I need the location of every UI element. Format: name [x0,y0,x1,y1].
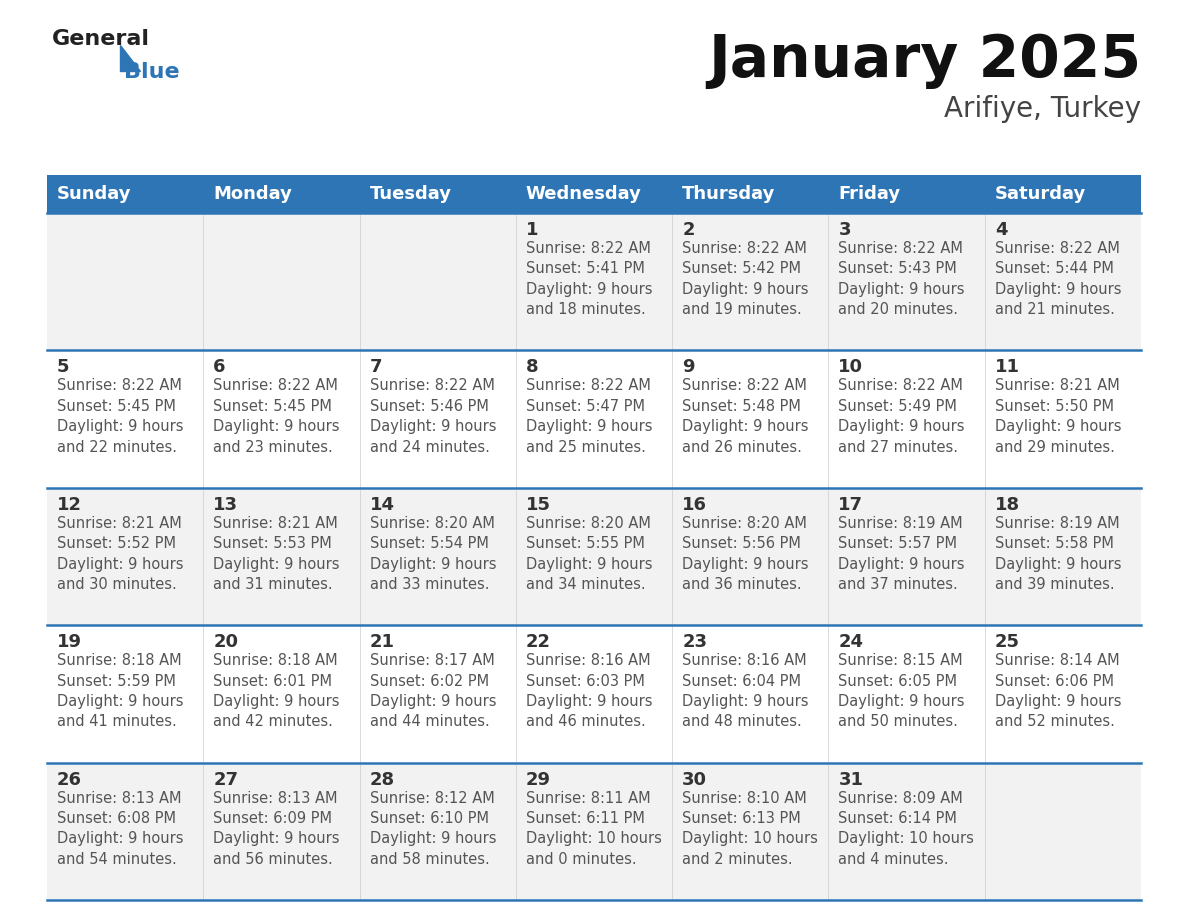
Text: 11: 11 [994,358,1019,376]
Text: Monday: Monday [214,185,292,203]
Text: Sunrise: 8:22 AM
Sunset: 5:45 PM
Daylight: 9 hours
and 23 minutes.: Sunrise: 8:22 AM Sunset: 5:45 PM Dayligh… [214,378,340,454]
Text: 6: 6 [214,358,226,376]
Text: 5: 5 [57,358,70,376]
Text: 12: 12 [57,496,82,514]
Text: Sunrise: 8:22 AM
Sunset: 5:46 PM
Daylight: 9 hours
and 24 minutes.: Sunrise: 8:22 AM Sunset: 5:46 PM Dayligh… [369,378,497,454]
Bar [48,487,1140,625]
Text: 10: 10 [839,358,864,376]
Text: 21: 21 [369,633,394,651]
Bar [48,175,1140,213]
Text: Sunrise: 8:18 AM
Sunset: 5:59 PM
Daylight: 9 hours
and 41 minutes.: Sunrise: 8:18 AM Sunset: 5:59 PM Dayligh… [57,654,183,730]
Text: 18: 18 [994,496,1019,514]
Text: Sunrise: 8:12 AM
Sunset: 6:10 PM
Daylight: 9 hours
and 58 minutes.: Sunrise: 8:12 AM Sunset: 6:10 PM Dayligh… [369,790,497,867]
Text: 28: 28 [369,770,394,789]
Text: Sunday: Sunday [57,185,132,203]
Text: Tuesday: Tuesday [369,185,451,203]
Text: Sunrise: 8:22 AM
Sunset: 5:48 PM
Daylight: 9 hours
and 26 minutes.: Sunrise: 8:22 AM Sunset: 5:48 PM Dayligh… [682,378,809,454]
Text: 8: 8 [526,358,538,376]
Text: 17: 17 [839,496,864,514]
Text: January 2025: January 2025 [708,32,1140,89]
Text: 16: 16 [682,496,707,514]
Text: Sunrise: 8:09 AM
Sunset: 6:14 PM
Daylight: 10 hours
and 4 minutes.: Sunrise: 8:09 AM Sunset: 6:14 PM Dayligh… [839,790,974,867]
Text: Thursday: Thursday [682,185,776,203]
Text: 30: 30 [682,770,707,789]
Text: 20: 20 [214,633,239,651]
Text: Wednesday: Wednesday [526,185,642,203]
Polygon shape [120,45,140,71]
Text: Sunrise: 8:13 AM
Sunset: 6:09 PM
Daylight: 9 hours
and 56 minutes.: Sunrise: 8:13 AM Sunset: 6:09 PM Dayligh… [214,790,340,867]
Bar [48,763,1140,900]
Text: 31: 31 [839,770,864,789]
Text: General: General [52,29,150,49]
Text: Sunrise: 8:18 AM
Sunset: 6:01 PM
Daylight: 9 hours
and 42 minutes.: Sunrise: 8:18 AM Sunset: 6:01 PM Dayligh… [214,654,340,730]
Text: 7: 7 [369,358,383,376]
Text: Sunrise: 8:15 AM
Sunset: 6:05 PM
Daylight: 9 hours
and 50 minutes.: Sunrise: 8:15 AM Sunset: 6:05 PM Dayligh… [839,654,965,730]
Text: Sunrise: 8:20 AM
Sunset: 5:56 PM
Daylight: 9 hours
and 36 minutes.: Sunrise: 8:20 AM Sunset: 5:56 PM Dayligh… [682,516,809,592]
Text: Sunrise: 8:19 AM
Sunset: 5:58 PM
Daylight: 9 hours
and 39 minutes.: Sunrise: 8:19 AM Sunset: 5:58 PM Dayligh… [994,516,1121,592]
Text: Blue: Blue [124,62,179,82]
Text: Arifiye, Turkey: Arifiye, Turkey [944,95,1140,123]
Text: Sunrise: 8:21 AM
Sunset: 5:53 PM
Daylight: 9 hours
and 31 minutes.: Sunrise: 8:21 AM Sunset: 5:53 PM Dayligh… [214,516,340,592]
Text: Friday: Friday [839,185,901,203]
Text: 3: 3 [839,221,851,239]
Text: Sunrise: 8:10 AM
Sunset: 6:13 PM
Daylight: 10 hours
and 2 minutes.: Sunrise: 8:10 AM Sunset: 6:13 PM Dayligh… [682,790,819,867]
Text: Sunrise: 8:22 AM
Sunset: 5:47 PM
Daylight: 9 hours
and 25 minutes.: Sunrise: 8:22 AM Sunset: 5:47 PM Dayligh… [526,378,652,454]
Text: Sunrise: 8:21 AM
Sunset: 5:50 PM
Daylight: 9 hours
and 29 minutes.: Sunrise: 8:21 AM Sunset: 5:50 PM Dayligh… [994,378,1121,454]
Text: Sunrise: 8:22 AM
Sunset: 5:44 PM
Daylight: 9 hours
and 21 minutes.: Sunrise: 8:22 AM Sunset: 5:44 PM Dayligh… [994,241,1121,318]
Text: 25: 25 [994,633,1019,651]
Text: Sunrise: 8:17 AM
Sunset: 6:02 PM
Daylight: 9 hours
and 44 minutes.: Sunrise: 8:17 AM Sunset: 6:02 PM Dayligh… [369,654,497,730]
Text: Sunrise: 8:16 AM
Sunset: 6:04 PM
Daylight: 9 hours
and 48 minutes.: Sunrise: 8:16 AM Sunset: 6:04 PM Dayligh… [682,654,809,730]
Text: Sunrise: 8:22 AM
Sunset: 5:49 PM
Daylight: 9 hours
and 27 minutes.: Sunrise: 8:22 AM Sunset: 5:49 PM Dayligh… [839,378,965,454]
Text: 15: 15 [526,496,551,514]
Text: 14: 14 [369,496,394,514]
Bar [48,351,1140,487]
Text: 19: 19 [57,633,82,651]
Bar [48,625,1140,763]
Text: Sunrise: 8:20 AM
Sunset: 5:54 PM
Daylight: 9 hours
and 33 minutes.: Sunrise: 8:20 AM Sunset: 5:54 PM Dayligh… [369,516,497,592]
Text: Sunrise: 8:21 AM
Sunset: 5:52 PM
Daylight: 9 hours
and 30 minutes.: Sunrise: 8:21 AM Sunset: 5:52 PM Dayligh… [57,516,183,592]
Text: Sunrise: 8:22 AM
Sunset: 5:41 PM
Daylight: 9 hours
and 18 minutes.: Sunrise: 8:22 AM Sunset: 5:41 PM Dayligh… [526,241,652,318]
Text: Sunrise: 8:19 AM
Sunset: 5:57 PM
Daylight: 9 hours
and 37 minutes.: Sunrise: 8:19 AM Sunset: 5:57 PM Dayligh… [839,516,965,592]
Text: 26: 26 [57,770,82,789]
Text: Sunrise: 8:22 AM
Sunset: 5:45 PM
Daylight: 9 hours
and 22 minutes.: Sunrise: 8:22 AM Sunset: 5:45 PM Dayligh… [57,378,183,454]
Text: 13: 13 [214,496,239,514]
Text: 22: 22 [526,633,551,651]
Bar [48,213,1140,351]
Text: Sunrise: 8:22 AM
Sunset: 5:42 PM
Daylight: 9 hours
and 19 minutes.: Sunrise: 8:22 AM Sunset: 5:42 PM Dayligh… [682,241,809,318]
Text: Sunrise: 8:22 AM
Sunset: 5:43 PM
Daylight: 9 hours
and 20 minutes.: Sunrise: 8:22 AM Sunset: 5:43 PM Dayligh… [839,241,965,318]
Text: 1: 1 [526,221,538,239]
Text: 27: 27 [214,770,239,789]
Text: Sunrise: 8:16 AM
Sunset: 6:03 PM
Daylight: 9 hours
and 46 minutes.: Sunrise: 8:16 AM Sunset: 6:03 PM Dayligh… [526,654,652,730]
Text: 24: 24 [839,633,864,651]
Text: 23: 23 [682,633,707,651]
Text: 2: 2 [682,221,695,239]
Text: Sunrise: 8:13 AM
Sunset: 6:08 PM
Daylight: 9 hours
and 54 minutes.: Sunrise: 8:13 AM Sunset: 6:08 PM Dayligh… [57,790,183,867]
Text: 9: 9 [682,358,695,376]
Text: Sunrise: 8:11 AM
Sunset: 6:11 PM
Daylight: 10 hours
and 0 minutes.: Sunrise: 8:11 AM Sunset: 6:11 PM Dayligh… [526,790,662,867]
Text: Sunrise: 8:20 AM
Sunset: 5:55 PM
Daylight: 9 hours
and 34 minutes.: Sunrise: 8:20 AM Sunset: 5:55 PM Dayligh… [526,516,652,592]
Text: Saturday: Saturday [994,185,1086,203]
Text: 4: 4 [994,221,1007,239]
Text: Sunrise: 8:14 AM
Sunset: 6:06 PM
Daylight: 9 hours
and 52 minutes.: Sunrise: 8:14 AM Sunset: 6:06 PM Dayligh… [994,654,1121,730]
Text: 29: 29 [526,770,551,789]
